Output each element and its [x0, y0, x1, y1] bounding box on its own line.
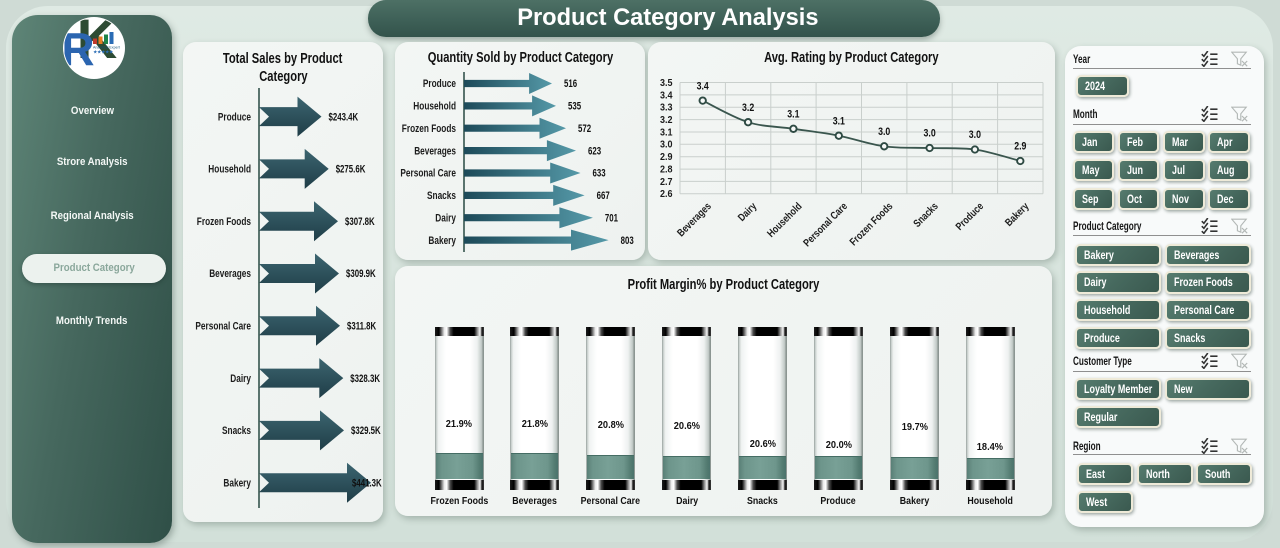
svg-text:Produce: Produce — [954, 200, 987, 233]
svg-text:2.7: 2.7 — [660, 177, 673, 188]
svg-text:3.3: 3.3 — [660, 103, 673, 114]
svg-text:516: 516 — [564, 78, 577, 90]
svg-text:Frozen Foods: Frozen Foods — [197, 216, 251, 228]
svg-text:R: R — [63, 23, 95, 75]
svg-text:3.1: 3.1 — [787, 109, 799, 121]
svg-text:2.9: 2.9 — [660, 152, 673, 163]
svg-text:3.1: 3.1 — [660, 127, 673, 138]
svg-text:Produce: Produce — [423, 78, 456, 90]
svg-text:535: 535 — [568, 101, 581, 113]
svg-text:Produce: Produce — [218, 111, 251, 123]
svg-text:Personal Care: Personal Care — [195, 321, 251, 333]
svg-text:Snacks: Snacks — [427, 190, 456, 202]
svg-text:Beverages: Beverages — [675, 200, 714, 239]
svg-text:3.4: 3.4 — [697, 80, 710, 92]
svg-text:3.0: 3.0 — [969, 129, 981, 141]
svg-text:667: 667 — [597, 190, 610, 202]
svg-text:Frozen Foods: Frozen Foods — [848, 200, 896, 248]
svg-text:$275.6K: $275.6K — [336, 164, 366, 176]
svg-text:3.2: 3.2 — [742, 102, 754, 114]
svg-text:803: 803 — [621, 235, 634, 247]
svg-text:Snacks: Snacks — [222, 425, 251, 437]
svg-text:Dairy: Dairy — [230, 373, 251, 385]
svg-text:3.2: 3.2 — [660, 115, 673, 126]
svg-text:623: 623 — [588, 145, 601, 157]
svg-text:Personal Care: Personal Care — [801, 200, 850, 249]
svg-text:Dairy: Dairy — [736, 200, 760, 224]
svg-text:Analytical Expert: Analytical Expert — [93, 46, 120, 50]
svg-text:Bakery: Bakery — [1003, 200, 1032, 229]
svg-text:Bakery: Bakery — [428, 235, 456, 247]
svg-text:2.8: 2.8 — [660, 165, 673, 176]
svg-text:$328.3K: $328.3K — [350, 373, 380, 385]
svg-text:3.1: 3.1 — [833, 115, 845, 127]
svg-text:$243.4K: $243.4K — [329, 111, 359, 123]
svg-text:Snacks: Snacks — [911, 200, 941, 230]
svg-text:2.9: 2.9 — [1014, 141, 1026, 153]
svg-text:Household: Household — [765, 200, 804, 239]
svg-text:Household: Household — [208, 164, 251, 176]
svg-text:Beverages: Beverages — [209, 268, 251, 280]
svg-text:$329.5K: $329.5K — [351, 425, 381, 437]
svg-text:572: 572 — [578, 123, 591, 135]
svg-text:$309.9K: $309.9K — [346, 268, 376, 280]
svg-text:2.6: 2.6 — [660, 189, 673, 200]
svg-text:Beverages: Beverages — [414, 145, 456, 157]
svg-text:3.0: 3.0 — [878, 126, 890, 138]
svg-text:3.5: 3.5 — [660, 78, 673, 89]
svg-text:701: 701 — [605, 212, 618, 224]
svg-text:Personal Care: Personal Care — [400, 168, 456, 180]
svg-text:$441.3K: $441.3K — [352, 477, 382, 489]
svg-text:633: 633 — [593, 168, 606, 180]
svg-text:Bakery: Bakery — [223, 477, 251, 489]
svg-text:Household: Household — [413, 101, 456, 113]
svg-text:$307.8K: $307.8K — [345, 216, 375, 228]
svg-text:3.4: 3.4 — [660, 90, 673, 101]
svg-text:Frozen Foods: Frozen Foods — [402, 123, 456, 135]
svg-text:3.0: 3.0 — [660, 140, 673, 151]
svg-text:$311.8K: $311.8K — [347, 321, 376, 333]
svg-text:3.0: 3.0 — [924, 128, 936, 140]
svg-text:Dairy: Dairy — [435, 212, 456, 224]
svg-text:★★★★★: ★★★★★ — [93, 50, 114, 56]
